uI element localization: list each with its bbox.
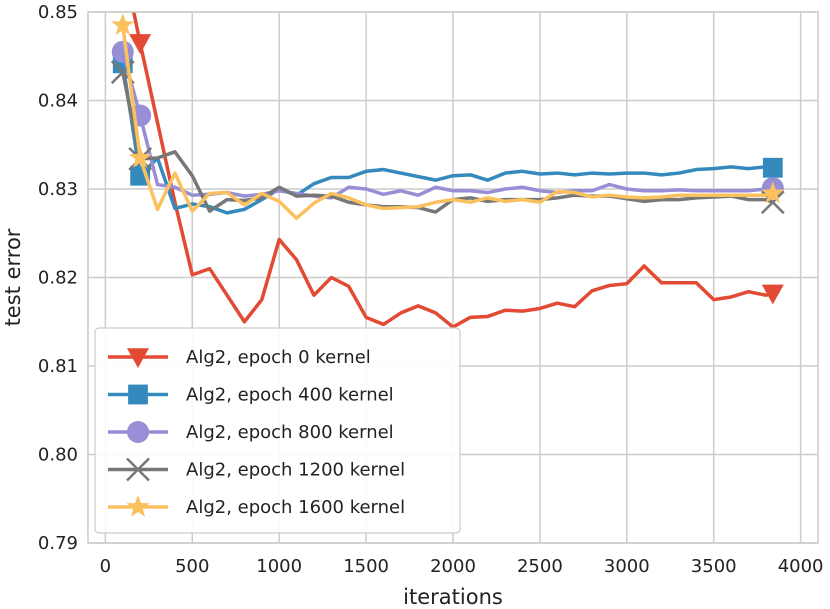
legend: Alg2, epoch 0 kernel Alg2, epoch 400 kern… (94, 327, 461, 534)
legend-label: Alg2, epoch 400 kernel (186, 385, 394, 406)
legend-entry: Alg2, epoch 0 kernel (108, 347, 371, 368)
y-axis-label: test error (1, 228, 25, 326)
y-tick-label: 0.81 (38, 356, 78, 377)
legend-marker (127, 348, 149, 368)
series-line (121, 25, 774, 220)
x-tick-label: 1000 (256, 556, 302, 577)
legend-label: Alg2, epoch 1600 kernel (186, 497, 405, 518)
series-marker (761, 181, 785, 204)
axis-ticks: 0 500 1000 1500 2000 2500 3000 3500 4000 0.79 0.80… (38, 2, 824, 577)
y-tick-label: 0.83 (38, 179, 78, 200)
x-tick-label: 500 (175, 556, 209, 577)
series-marker (761, 284, 784, 305)
legend-label: Alg2, epoch 0 kernel (186, 347, 371, 368)
legend-entry: Alg2, epoch 400 kernel (108, 385, 394, 406)
series-marker (762, 157, 783, 178)
series-4 (111, 13, 785, 220)
legend-marker (127, 421, 149, 443)
x-tick-label: 4000 (778, 556, 824, 577)
legend-marker (126, 457, 150, 482)
series-line (131, 12, 774, 329)
x-tick-label: 2000 (430, 556, 476, 577)
y-tick-label: 0.85 (38, 2, 78, 23)
y-tick-label: 0.79 (38, 533, 78, 554)
legend-label: Alg2, epoch 800 kernel (186, 422, 394, 443)
y-tick-label: 0.82 (38, 268, 78, 289)
legend-label: Alg2, epoch 1200 kernel (186, 460, 405, 481)
legend-entry: Alg2, epoch 1600 kernel (108, 494, 405, 518)
series-line (121, 51, 774, 200)
x-tick-label: 3000 (604, 556, 650, 577)
series-lines (110, 12, 785, 329)
legend-box (94, 327, 461, 534)
x-tick-label: 0 (100, 556, 111, 577)
legend-marker (126, 494, 150, 517)
x-tick-label: 1500 (343, 556, 389, 577)
x-tick-label: 2500 (517, 556, 563, 577)
x-tick-label: 3500 (691, 556, 737, 577)
legend-entry: Alg2, epoch 800 kernel (108, 421, 394, 443)
y-tick-label: 0.84 (38, 91, 78, 112)
legend-entry: Alg2, epoch 1200 kernel (108, 457, 405, 482)
plot-frame (87, 11, 819, 544)
series-line (121, 63, 774, 215)
series-marker (128, 145, 152, 168)
x-axis-label: iterations (403, 585, 503, 609)
series-marker (129, 34, 152, 54)
series-0 (129, 12, 784, 329)
y-tick-label: 0.80 (38, 445, 78, 466)
legend-marker (128, 384, 148, 405)
series-marker (111, 40, 134, 63)
series-marker (111, 13, 135, 36)
